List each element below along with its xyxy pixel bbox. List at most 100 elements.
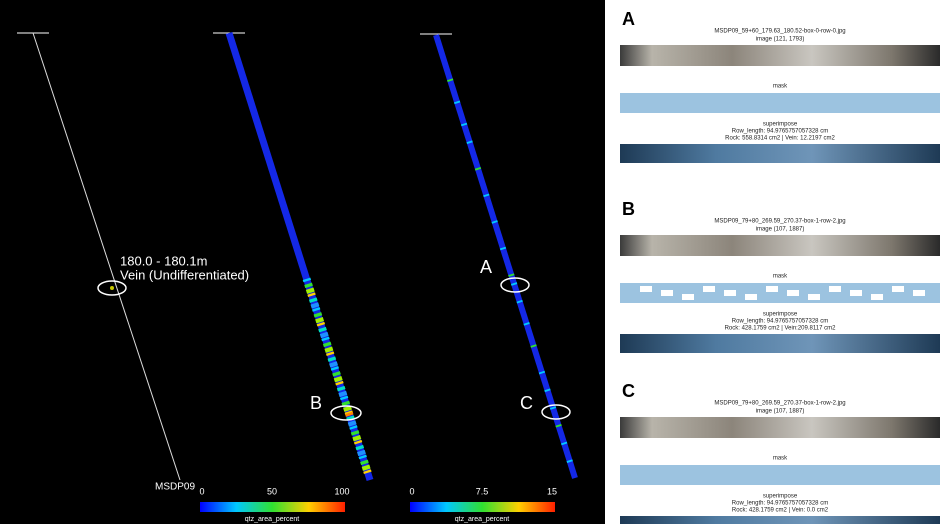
mask-vein <box>682 294 694 300</box>
band <box>447 78 454 82</box>
mask-image <box>620 93 940 113</box>
core-image <box>620 45 940 66</box>
band <box>508 273 515 277</box>
samples-bg <box>605 0 940 524</box>
band <box>499 246 507 251</box>
mask-vein <box>892 286 904 292</box>
band <box>327 356 337 362</box>
colorbar-tick: 100 <box>334 486 349 496</box>
mask-vein <box>766 286 778 292</box>
band <box>355 444 365 451</box>
mask-vein <box>871 294 883 300</box>
band <box>530 344 537 348</box>
band <box>360 459 369 466</box>
mask-vein <box>640 286 652 292</box>
superimpose-title: superimpose <box>763 312 798 318</box>
band <box>349 425 358 430</box>
highlight <box>330 405 362 421</box>
band <box>491 220 498 224</box>
superimpose-image <box>620 516 940 524</box>
colorbar-tick: 15 <box>547 486 557 496</box>
band <box>538 370 546 375</box>
mask-vein <box>703 286 715 292</box>
file-name: MSDP09_79+80_269.59_270.37-box-1-row-2.j… <box>714 219 845 225</box>
vein-label: Vein (Undifferentiated) <box>120 267 249 282</box>
band <box>350 430 360 436</box>
colorbar <box>410 502 555 512</box>
band <box>466 140 473 144</box>
image-size: image (107, 1887) <box>756 409 805 415</box>
colorbar-tick: 0 <box>409 486 414 496</box>
band <box>321 336 330 342</box>
panel-letter: A <box>622 9 635 29</box>
band <box>516 299 523 304</box>
band <box>332 371 341 377</box>
colorbar-tick: 7.5 <box>476 486 489 496</box>
band <box>361 464 371 471</box>
band <box>358 454 367 460</box>
mask-title: mask <box>773 456 788 462</box>
band <box>555 423 562 428</box>
hole-name: MSDP09 <box>155 482 195 493</box>
vein-point <box>110 286 114 290</box>
band <box>460 122 468 127</box>
band <box>315 316 325 324</box>
band <box>307 292 316 298</box>
band <box>544 388 551 393</box>
superimpose-image <box>620 334 940 353</box>
image-size: image (107, 1887) <box>756 227 805 233</box>
file-name: MSDP09_59+60_179.63_180.52-box-0-row-0.j… <box>714 29 845 35</box>
band <box>316 321 326 327</box>
mask-vein <box>808 294 820 300</box>
band <box>305 287 315 294</box>
superimpose-image <box>620 144 940 163</box>
band <box>343 405 352 412</box>
band <box>523 322 530 326</box>
marker: B <box>310 393 322 413</box>
band <box>353 439 363 445</box>
band <box>319 331 329 339</box>
band <box>326 351 335 357</box>
mask-vein <box>745 294 757 300</box>
band <box>363 469 372 475</box>
mask-vein <box>850 290 862 296</box>
band <box>338 390 348 398</box>
band <box>341 400 351 407</box>
mask-vein <box>913 290 925 296</box>
mask-image <box>620 283 940 303</box>
panel-letter: B <box>622 199 635 219</box>
mask-title: mask <box>773 274 788 280</box>
marker: C <box>520 393 533 413</box>
band <box>333 375 343 383</box>
row-length: Row_length: 94.9765757057328 cm <box>732 319 828 325</box>
colorbar <box>200 502 345 512</box>
mask-vein <box>787 290 799 296</box>
band <box>483 193 490 198</box>
band <box>347 420 357 427</box>
band <box>308 297 318 303</box>
band <box>453 100 461 105</box>
band <box>474 167 482 171</box>
mask-vein <box>661 290 673 296</box>
mask-vein <box>724 290 736 296</box>
mask-vein <box>829 286 841 292</box>
band <box>304 282 313 289</box>
areas: Rock: 558.8314 cm2 | Vein: 12.2197 cm2 <box>725 136 835 142</box>
band <box>339 395 349 401</box>
mask-image <box>620 465 940 485</box>
colorbar-tick: 50 <box>267 486 277 496</box>
core-image <box>620 417 940 438</box>
band <box>345 411 354 417</box>
band <box>357 449 366 457</box>
drillhole-trace <box>32 32 181 481</box>
band <box>566 459 573 463</box>
band <box>312 307 321 312</box>
row-length: Row_length: 94.9765757057328 cm <box>732 501 828 507</box>
core-image <box>620 235 940 256</box>
mask-title: mask <box>773 84 788 90</box>
band <box>352 434 362 442</box>
band <box>549 406 557 410</box>
band <box>310 302 320 309</box>
panel-letter: C <box>622 381 635 401</box>
